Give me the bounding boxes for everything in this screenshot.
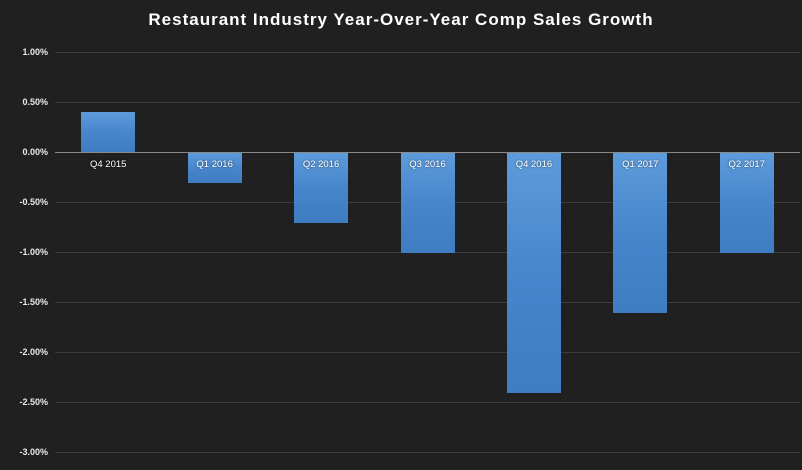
y-axis-tick-label: -0.50%	[19, 197, 48, 207]
bar-category-label: Q4 2015	[89, 159, 127, 170]
bar	[719, 153, 774, 253]
bar	[400, 153, 455, 253]
y-axis-tick-label: -3.00%	[19, 447, 48, 457]
bar-category-label: Q2 2016	[302, 159, 340, 170]
chart-title: Restaurant Industry Year-Over-Year Comp …	[148, 10, 654, 29]
y-axis-tick-label: -1.00%	[19, 247, 48, 257]
bar-category-label: Q1 2016	[196, 159, 233, 170]
bar	[187, 153, 242, 183]
zero-axis-line	[55, 152, 800, 153]
y-axis-tick-label: 1.00%	[22, 47, 48, 57]
bar	[294, 153, 349, 223]
y-axis-tick-label: -1.50%	[19, 297, 48, 307]
bar-category-label: Q3 2016	[409, 159, 446, 170]
gridline	[55, 302, 800, 303]
y-axis-tick-label: 0.00%	[22, 147, 48, 157]
gridline	[55, 402, 800, 403]
gridline	[55, 52, 800, 53]
y-axis-tick-label: -2.50%	[19, 397, 48, 407]
bar-category-label: Q1 2017	[622, 159, 659, 170]
bar	[81, 112, 136, 152]
gridline	[55, 102, 800, 103]
y-axis-tick-label: -2.00%	[19, 347, 48, 357]
bar	[613, 153, 668, 313]
gridline	[55, 452, 800, 453]
gridline	[55, 352, 800, 353]
bar-category-label: Q2 2017	[728, 159, 765, 170]
bar	[506, 153, 561, 393]
y-axis-tick-label: 0.50%	[22, 97, 48, 107]
bar-category-label: Q4 2016	[515, 159, 553, 170]
